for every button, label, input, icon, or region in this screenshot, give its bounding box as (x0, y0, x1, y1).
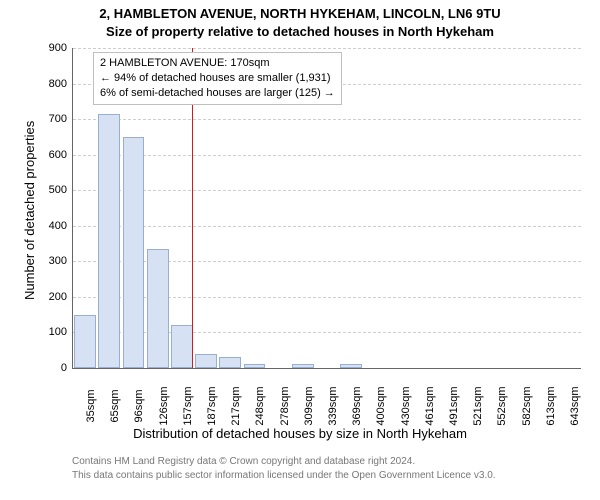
chart-title-line2: Size of property relative to detached ho… (0, 24, 600, 39)
y-tick-label: 0 (61, 362, 67, 374)
x-tick-label: 430sqm (400, 386, 412, 425)
histogram-bar (147, 249, 169, 368)
x-tick-label: 339sqm (327, 386, 339, 425)
histogram-bar (340, 364, 362, 368)
y-axis-label: Number of detached properties (22, 121, 37, 300)
gridline (73, 155, 581, 156)
annotation-box: 2 HAMBLETON AVENUE: 170sqm ← 94% of deta… (93, 52, 342, 105)
x-tick-label: 613sqm (545, 386, 557, 425)
y-tick-label: 900 (49, 42, 67, 54)
x-tick-label: 65sqm (109, 389, 121, 422)
chart-container: 2, HAMBLETON AVENUE, NORTH HYKEHAM, LINC… (0, 0, 600, 500)
footer-line1: Contains HM Land Registry data © Crown c… (72, 456, 415, 467)
annotation-line1: 2 HAMBLETON AVENUE: 170sqm (100, 56, 335, 71)
x-tick-label: 369sqm (351, 386, 363, 425)
x-tick-label: 643sqm (569, 386, 581, 425)
histogram-bar (195, 354, 217, 368)
histogram-bar (219, 357, 241, 368)
y-tick-label: 600 (49, 149, 67, 161)
gridline (73, 226, 581, 227)
histogram-bar (123, 137, 145, 368)
y-tick-label: 500 (49, 184, 67, 196)
y-tick-label: 100 (49, 326, 67, 338)
x-tick-label: 521sqm (472, 386, 484, 425)
gridline (73, 48, 581, 49)
x-tick-label: 582sqm (521, 386, 533, 425)
y-tick-label: 200 (49, 291, 67, 303)
histogram-bar (74, 315, 96, 368)
x-tick-label: 278sqm (279, 386, 291, 425)
histogram-bar (98, 114, 120, 368)
x-tick-label: 400sqm (375, 386, 387, 425)
x-tick-label: 461sqm (424, 386, 436, 425)
gridline (73, 190, 581, 191)
x-tick-label: 309sqm (303, 386, 315, 425)
gridline (73, 119, 581, 120)
histogram-bar (292, 364, 314, 368)
footer-line2: This data contains public sector informa… (72, 470, 496, 481)
x-tick-label: 35sqm (85, 389, 97, 422)
x-tick-label: 126sqm (158, 386, 170, 425)
x-tick-label: 187sqm (206, 386, 218, 425)
y-tick-label: 800 (49, 78, 67, 90)
x-tick-label: 217sqm (230, 386, 242, 425)
chart-title-line1: 2, HAMBLETON AVENUE, NORTH HYKEHAM, LINC… (0, 6, 600, 21)
histogram-bar (171, 325, 193, 368)
x-tick-label: 491sqm (448, 386, 460, 425)
x-tick-label: 248sqm (254, 386, 266, 425)
x-tick-label: 96sqm (133, 389, 145, 422)
histogram-bar (244, 364, 266, 368)
x-tick-label: 552sqm (496, 386, 508, 425)
y-tick-label: 300 (49, 255, 67, 267)
y-tick-label: 400 (49, 220, 67, 232)
annotation-line3: 6% of semi-detached houses are larger (1… (100, 86, 335, 101)
plot-area: 010020030040050060070080090035sqm65sqm96… (72, 48, 581, 369)
y-tick-label: 700 (49, 113, 67, 125)
x-axis-label: Distribution of detached houses by size … (0, 426, 600, 441)
x-tick-label: 157sqm (182, 386, 194, 425)
annotation-line2: ← 94% of detached houses are smaller (1,… (100, 71, 335, 86)
